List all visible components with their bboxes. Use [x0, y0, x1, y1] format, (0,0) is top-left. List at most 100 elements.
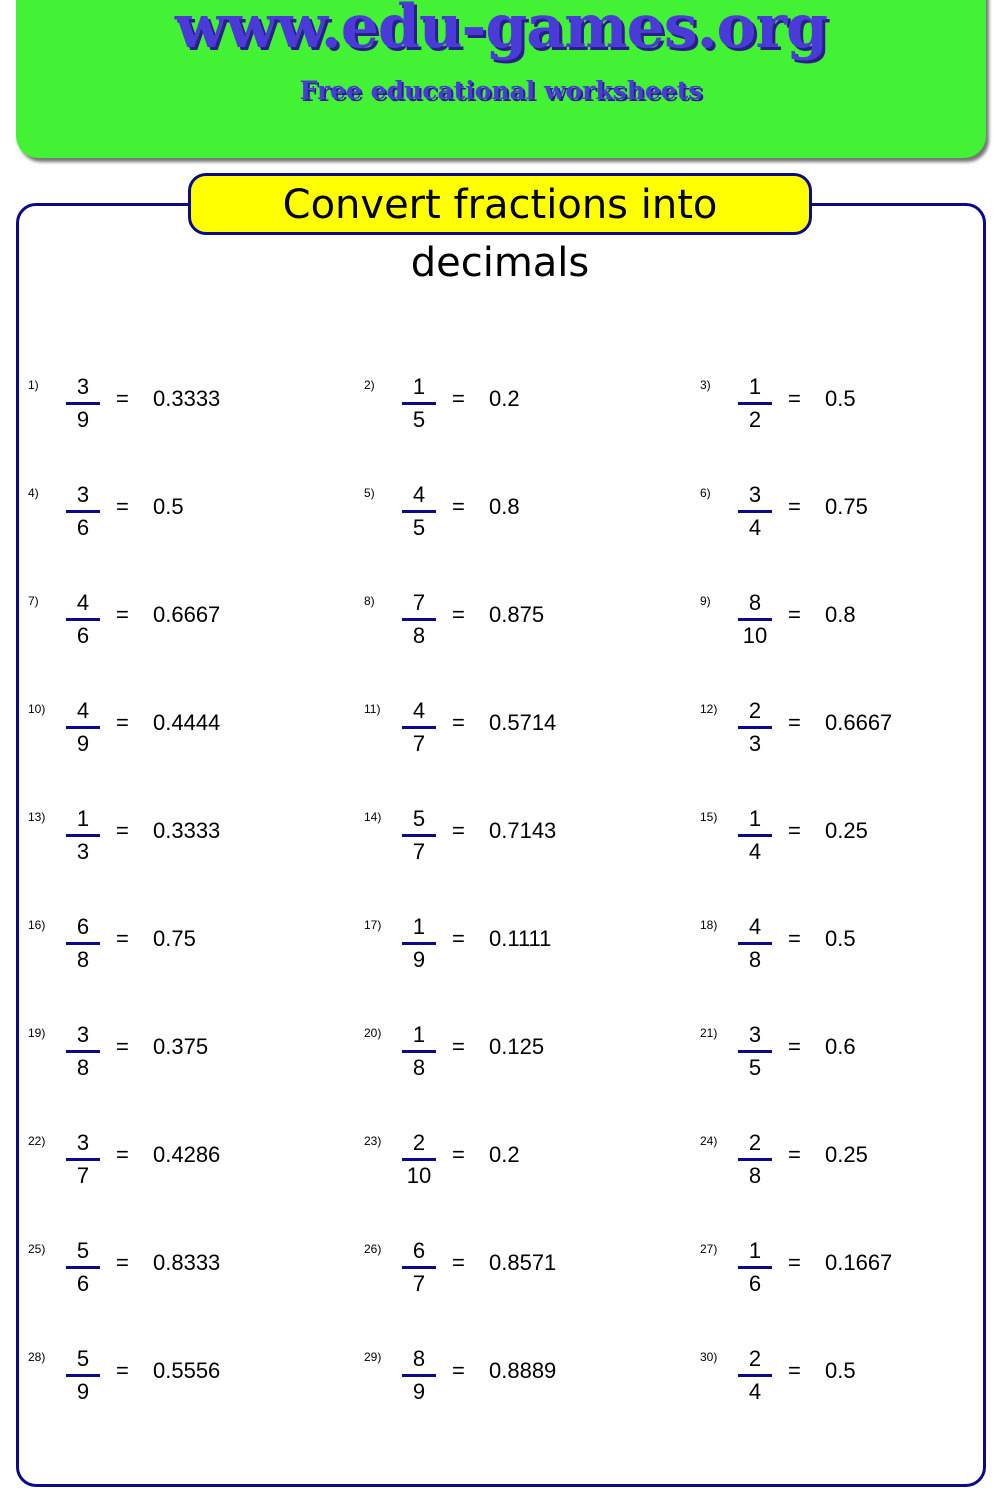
problem-number: 25) [28, 1242, 46, 1256]
problem-22: 22) 3 7 = 0.4286 [28, 1130, 328, 1234]
denominator: 4 [748, 515, 762, 540]
numerator: 3 [76, 482, 90, 507]
denominator: 4 [748, 1379, 762, 1404]
decimal-answer: 0.875 [489, 602, 545, 627]
fraction: 8 10 [738, 589, 772, 650]
equals-sign: = [452, 1142, 465, 1167]
problem-10: 10) 4 9 = 0.4444 [28, 698, 328, 802]
problem-28: 28) 5 9 = 0.5556 [28, 1346, 328, 1450]
problem-number: 5) [364, 486, 375, 500]
denominator: 9 [76, 407, 90, 432]
equals-sign: = [452, 926, 465, 951]
decimal-answer: 0.2 [489, 1142, 520, 1167]
decimal-answer: 0.5 [825, 386, 856, 411]
denominator: 6 [76, 623, 90, 648]
decimal-answer: 0.4286 [153, 1142, 221, 1167]
problem-4: 4) 3 6 = 0.5 [28, 482, 328, 586]
denominator: 8 [76, 947, 90, 972]
problem-number: 11) [364, 702, 381, 716]
decimal-answer: 0.8 [489, 494, 520, 519]
problem-number: 23) [364, 1134, 382, 1148]
decimal-answer: 0.4444 [153, 710, 221, 735]
denominator: 9 [412, 947, 426, 972]
problem-8: 8) 7 8 = 0.875 [364, 590, 664, 694]
decimal-answer: 0.5714 [489, 710, 557, 735]
problem-20: 20) 1 8 = 0.125 [364, 1022, 664, 1126]
decimal-answer: 0.1111 [489, 926, 552, 951]
denominator: 10 [742, 623, 768, 648]
numerator: 2 [748, 698, 762, 723]
denominator: 8 [748, 1163, 762, 1188]
fraction-bar [66, 1158, 100, 1161]
numerator: 3 [748, 1022, 762, 1047]
denominator: 2 [748, 407, 762, 432]
problem-17: 17) 1 9 = 0.1111 [364, 914, 664, 1018]
decimal-answer: 0.7143 [489, 818, 557, 843]
denominator: 7 [412, 731, 426, 756]
numerator: 1 [748, 1238, 762, 1263]
numerator: 7 [412, 590, 426, 615]
numerator: 3 [76, 1130, 90, 1155]
site-logo[interactable]: www.edu-games.org [174, 0, 828, 62]
equals-sign: = [452, 494, 465, 519]
problem-number: 17) [364, 918, 382, 932]
equals-sign: = [452, 818, 465, 843]
problem-14: 14) 5 7 = 0.7143 [364, 806, 664, 910]
problem-27: 27) 1 6 = 0.1667 [700, 1238, 1000, 1342]
fraction-bar [738, 1266, 772, 1269]
numerator: 4 [76, 590, 90, 615]
fraction-bar [402, 1050, 436, 1053]
numerator: 8 [412, 1346, 426, 1371]
equals-sign: = [788, 1142, 801, 1167]
denominator: 7 [76, 1163, 90, 1188]
problem-number: 3) [700, 378, 711, 392]
denominator: 6 [748, 1271, 762, 1296]
fraction-bar [402, 726, 436, 729]
problem-number: 30) [700, 1350, 718, 1364]
numerator: 1 [412, 1022, 426, 1047]
problem-number: 26) [364, 1242, 382, 1256]
decimal-answer: 0.5556 [153, 1358, 221, 1383]
numerator: 1 [76, 806, 90, 831]
problem-23: 23) 2 10 = 0.2 [364, 1130, 664, 1234]
equals-sign: = [788, 818, 801, 843]
equals-sign: = [116, 926, 129, 951]
denominator: 6 [76, 1271, 90, 1296]
decimal-answer: 0.5 [825, 926, 856, 951]
fraction-bar [738, 942, 772, 945]
denominator: 8 [412, 1055, 426, 1080]
numerator: 6 [76, 914, 90, 939]
problem-19: 19) 3 8 = 0.375 [28, 1022, 328, 1126]
fraction-bar [738, 618, 772, 621]
decimal-answer: 0.8571 [489, 1250, 557, 1275]
fraction-bar [402, 1158, 436, 1161]
equals-sign: = [788, 1250, 801, 1275]
numerator: 3 [76, 374, 90, 399]
decimal-answer: 0.6 [825, 1034, 856, 1059]
numerator: 4 [748, 914, 762, 939]
numerator: 6 [412, 1238, 426, 1263]
decimal-answer: 0.8889 [489, 1358, 557, 1383]
numerator: 1 [748, 374, 762, 399]
fraction-bar [738, 834, 772, 837]
numerator: 2 [748, 1346, 762, 1371]
problem-16: 16) 6 8 = 0.75 [28, 914, 328, 1018]
worksheet-title: Convert fractions into decimals [188, 173, 812, 286]
decimal-answer: 0.1667 [825, 1250, 893, 1275]
fraction-bar [738, 1374, 772, 1377]
